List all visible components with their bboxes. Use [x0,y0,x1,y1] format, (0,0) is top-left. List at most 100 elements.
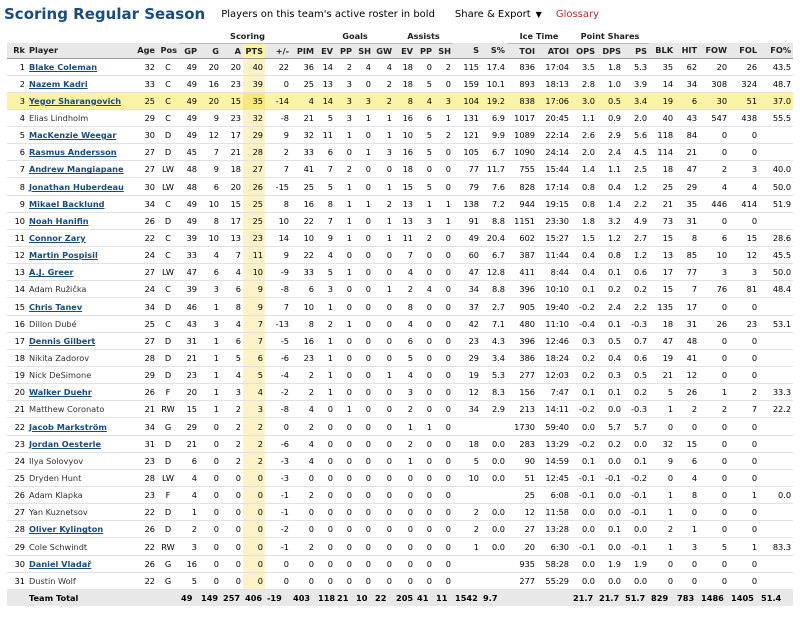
table-cell: 19 [7,366,27,385]
player-link[interactable]: Adam Klapka [27,486,133,505]
column-header[interactable]: A [221,43,243,59]
share-export-menu[interactable]: Share & Export ▼ [455,9,542,20]
column-header[interactable]: Age [133,43,157,59]
player-link[interactable]: Dustin Wolf [27,572,133,590]
column-header[interactable]: FOW [699,43,730,59]
column-header[interactable]: Pos [157,43,179,59]
column-header[interactable]: Player [27,43,133,59]
table-cell: 944 [507,195,538,213]
column-header[interactable]: Rk [7,43,27,59]
player-link[interactable]: Daniel Vladař [27,555,133,573]
column-header[interactable]: OPS [571,43,598,59]
table-cell: 0 [335,246,355,265]
table-row: 2 Nazem Kadri 33 C 49 16 23 39 0 25 13 3 0 2 18 5 0 159 10… [7,75,794,93]
player-link[interactable]: Jacob Markström [27,417,133,436]
column-header[interactable]: +/- [265,43,291,59]
player-link[interactable]: Chris Tanev [27,297,133,316]
player-link[interactable]: Adam Ružička [27,280,133,299]
column-header[interactable]: ATOI [537,43,572,59]
table-cell: 2 [453,503,482,522]
column-header[interactable]: EV [394,43,416,59]
table-cell: 0 [649,469,676,488]
table-cell: 0 [394,503,416,522]
column-header[interactable]: GP [179,43,199,59]
column-header[interactable]: S [453,43,482,59]
table-cell: 0.2 [623,280,650,299]
table-cell: 0 [316,417,336,436]
column-header[interactable]: S% [481,43,508,59]
table-cell: 0 [243,520,265,539]
table-cell: 121 [453,126,482,145]
table-cell: 4 [394,366,416,385]
player-link[interactable]: Mikael Backlund [27,195,133,213]
table-cell: 7 [243,332,265,350]
player-link[interactable]: Nazem Kadri [27,75,133,93]
table-cell: 7 [675,280,700,299]
column-header[interactable]: FO% [759,43,794,59]
player-link[interactable]: Noah Hanifin [27,212,133,230]
table-cell: 7.6 [481,177,508,196]
column-header[interactable]: PP [335,43,355,59]
player-link[interactable]: Yan Kuznetsov [27,503,133,522]
table-cell: 0 [729,349,760,368]
player-link[interactable]: Cole Schwindt [27,537,133,556]
table-cell: 0 [434,503,454,522]
player-link[interactable]: Martin Pospisil [27,246,133,265]
table-cell: 2.0 [623,109,650,128]
player-link[interactable]: Elias Lindholm [27,109,133,128]
player-link[interactable]: Rasmus Andersson [27,143,133,162]
column-header[interactable]: PS [623,43,650,59]
column-header[interactable]: TOI [507,43,538,59]
column-header[interactable]: FOL [729,43,760,59]
column-header[interactable]: GW [373,43,395,59]
player-link[interactable]: Blake Coleman [27,58,133,76]
column-header[interactable]: SH [434,43,454,59]
column-header[interactable]: SH [354,43,374,59]
table-cell [759,349,794,368]
player-link[interactable]: Nikita Zadorov [27,349,133,368]
player-link[interactable]: MacKenzie Weegar [27,126,133,145]
table-cell: 2 [434,126,454,145]
player-link[interactable]: A.J. Greer [27,263,133,282]
glossary-link[interactable]: Glossary [555,8,600,20]
group-point-shares: Point Shares [571,29,650,44]
table-cell: 0.0 [597,572,624,590]
column-header[interactable]: HIT [675,43,700,59]
player-link[interactable]: Nick DeSimone [27,366,133,385]
player-link[interactable]: Dennis Gilbert [27,332,133,350]
table-cell: 2 [335,160,355,179]
column-header[interactable]: DPS [597,43,624,59]
player-link[interactable]: Connor Zary [27,229,133,248]
table-cell: 0 [373,400,395,419]
player-link[interactable]: Matthew Coronato [27,400,133,419]
player-link[interactable]: Dryden Hunt [27,469,133,488]
player-link[interactable]: Ilya Solovyov [27,452,133,470]
table-cell: 22 [265,58,291,76]
table-cell: 17:04 [537,58,572,76]
column-header[interactable]: EV [316,43,336,59]
player-link[interactable]: Oliver Kylington [27,520,133,539]
table-cell [453,572,482,590]
table-cell: -1 [265,537,291,556]
player-link[interactable]: Yegor Sharangovich [27,92,133,110]
column-header[interactable]: PIM [291,43,317,59]
table-cell: 29 [133,109,157,128]
column-header[interactable]: G [199,43,221,59]
column-header[interactable]: PTS [243,43,265,59]
column-header[interactable]: PP [415,43,435,59]
table-cell: 0 [729,555,760,573]
player-link[interactable]: Jordan Oesterle [27,435,133,453]
player-link[interactable]: Dillon Dubé [27,315,133,333]
player-link[interactable]: Jonathan Huberdeau [27,177,133,196]
table-cell: 0 [729,143,760,162]
table-cell [759,417,794,436]
table-cell: 0 [434,555,454,573]
table-cell: 277 [507,572,538,590]
table-cell: 0 [729,297,760,316]
player-link[interactable]: Walker Duehr [27,383,133,402]
table-cell: 51.9 [759,195,794,213]
column-header[interactable]: BLK [649,43,676,59]
player-link[interactable]: Andrew Mangiapane [27,160,133,179]
table-cell: 27 [7,503,27,522]
table-cell: 18 [7,349,27,368]
